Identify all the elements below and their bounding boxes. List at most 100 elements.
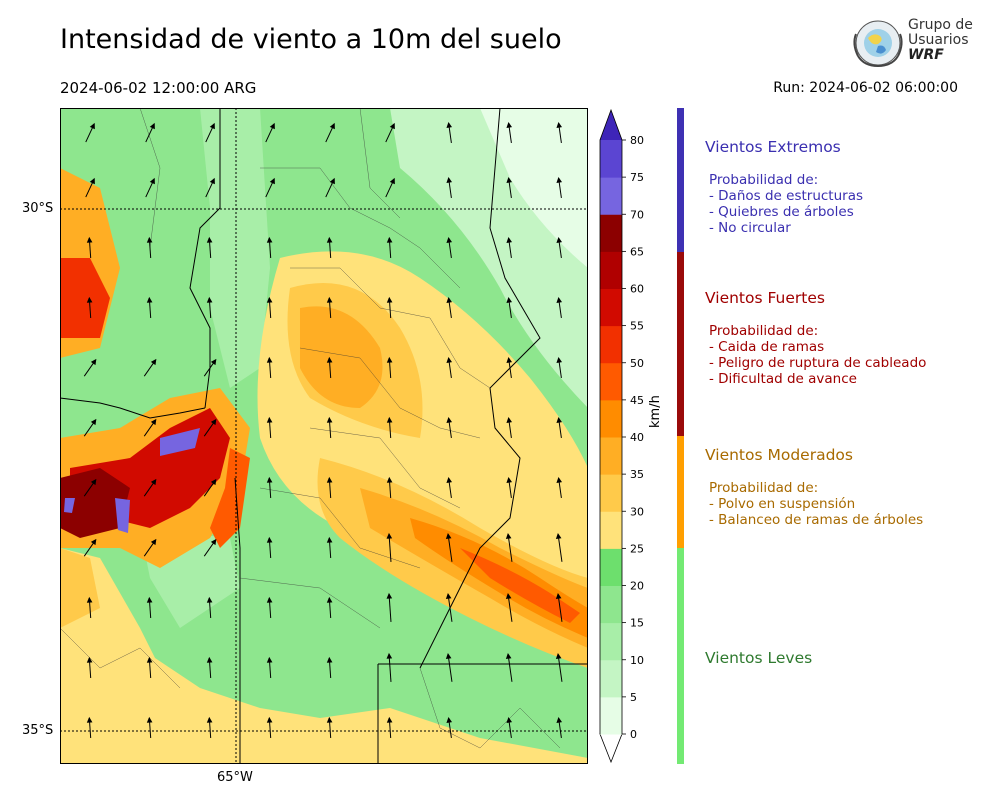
province-line-8 xyxy=(60,627,181,689)
field-purple-3 xyxy=(64,498,75,513)
wind-arrow xyxy=(266,416,273,439)
province-line-1 xyxy=(260,167,461,289)
wind-arrow-head xyxy=(329,122,335,130)
wind-arrow-shaft xyxy=(507,534,513,562)
wind-arrow xyxy=(146,236,153,259)
wind-arrow xyxy=(266,596,273,619)
wind-arrow xyxy=(143,478,157,497)
wind-arrow-head xyxy=(446,356,453,363)
wind-arrow xyxy=(86,656,93,679)
category-bar-strong xyxy=(677,252,684,436)
wind-arrow-head xyxy=(555,653,562,659)
wind-arrow-head xyxy=(556,356,563,363)
wind-arrow-shaft xyxy=(557,534,563,562)
wind-arrow xyxy=(326,476,333,499)
province-line-3 xyxy=(299,347,481,439)
wind-arrow xyxy=(326,416,333,439)
wind-arrow xyxy=(445,593,453,622)
colorbar-tick-label: 10 xyxy=(630,654,644,667)
wind-arrow-head xyxy=(445,653,452,659)
province-line-4 xyxy=(309,427,461,509)
wind-arrow-head xyxy=(326,296,333,303)
wind-arrow-head xyxy=(446,296,453,303)
category-bar-light xyxy=(677,548,684,764)
wind-arrow-head xyxy=(386,356,393,363)
wind-arrow xyxy=(386,236,393,259)
wind-arrow-shaft xyxy=(507,594,513,622)
wind-arrow xyxy=(266,236,273,259)
wind-arrow-head xyxy=(556,236,563,243)
colorbar-segment xyxy=(600,288,622,327)
wind-arrow xyxy=(83,478,97,497)
wind-arrow-head xyxy=(210,478,217,486)
wind-arrow xyxy=(206,716,213,739)
wind-arrow-head xyxy=(386,532,393,539)
wind-arrow-head xyxy=(266,416,273,423)
wind-arrow xyxy=(146,596,153,619)
wind-arrow xyxy=(446,176,453,198)
field-calm-ne-2 xyxy=(480,108,588,268)
lat-label-30s: 30°S xyxy=(22,201,54,216)
legend-moderate-body: Probabilidad de: - Polvo en suspensión -… xyxy=(709,480,923,528)
legend-extreme-line: Probabilidad de: xyxy=(709,172,819,188)
colorbar-segment xyxy=(600,251,622,289)
wind-arrow xyxy=(445,533,453,562)
colorbar-tick-label: 60 xyxy=(630,283,644,296)
wind-arrow xyxy=(446,121,453,143)
wind-arrow-shaft xyxy=(507,654,513,682)
wind-arrow xyxy=(83,358,97,377)
wind-arrow-head xyxy=(555,533,562,539)
wind-arrows xyxy=(83,121,563,739)
wind-arrow-head xyxy=(386,236,393,243)
colorbar-tick-label: 0 xyxy=(630,728,637,741)
field-purple-2 xyxy=(115,498,130,533)
wind-arrow-head xyxy=(150,418,157,426)
wind-arrow-head xyxy=(505,593,512,599)
wind-arrow xyxy=(326,596,333,619)
wind-arrow-head xyxy=(146,296,153,303)
wind-arrow xyxy=(266,536,273,559)
wind-arrow-head xyxy=(146,236,153,243)
legend-strong-line: Probabilidad de: xyxy=(709,323,819,339)
colorbar-segment xyxy=(600,659,622,698)
wind-arrow-head xyxy=(505,653,512,659)
wind-arrow xyxy=(556,716,563,738)
wind-arrow xyxy=(386,652,393,683)
wind-arrow-head xyxy=(146,656,153,663)
province-line-10 xyxy=(359,108,401,219)
wind-arrow-head xyxy=(326,476,333,483)
wind-arrow-head xyxy=(446,476,453,483)
wind-arrow-head xyxy=(506,176,513,183)
wind-arrow-shaft xyxy=(388,533,392,563)
wind-arrow xyxy=(326,656,333,679)
colorbar-segment xyxy=(600,511,622,549)
colorbar-segment xyxy=(600,362,622,401)
legend-extreme-line: - Daños de estructuras xyxy=(709,188,864,204)
category-bar-moderate xyxy=(677,436,684,548)
colorbar-segment xyxy=(600,696,622,735)
wind-arrow xyxy=(556,296,563,318)
wind-arrow-head xyxy=(556,176,563,183)
wind-arrow-head xyxy=(90,478,97,486)
legend-moderate-line: - Polvo en suspensión xyxy=(709,496,856,512)
graticule xyxy=(60,108,588,764)
wind-arrow xyxy=(265,177,275,198)
colorbar-tick-label: 50 xyxy=(630,357,644,370)
wind-arrow-head xyxy=(556,416,563,423)
wind-arrow-head xyxy=(266,356,273,363)
wind-arrow-head xyxy=(389,122,395,130)
colorbar-segment xyxy=(600,437,622,475)
field-west-red-n xyxy=(60,258,110,338)
wind-arrow-shaft xyxy=(557,594,563,622)
legend-moderate-line: - Balanceo de ramas de árboles xyxy=(709,512,924,528)
wind-arrow-head xyxy=(445,593,452,599)
wind-arrow-head xyxy=(146,716,153,723)
wind-arrow xyxy=(385,122,395,143)
wind-arrow xyxy=(325,177,335,198)
wind-arrow-shaft xyxy=(447,534,453,562)
legend-strong-title: Vientos Fuertes xyxy=(705,289,825,307)
wind-arrow-head xyxy=(89,177,95,185)
colorbar-segment xyxy=(600,177,622,215)
colorbar-segment xyxy=(600,474,622,512)
wind-arrow xyxy=(206,296,213,319)
